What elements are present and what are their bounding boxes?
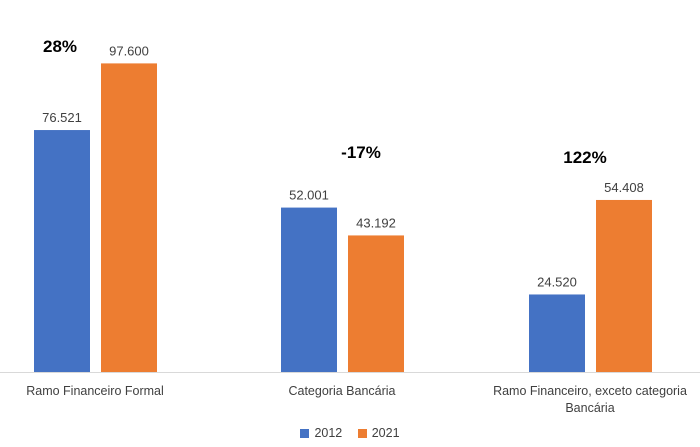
data-label-2021-0: 97.600 — [109, 43, 149, 58]
category-label-0-line-0: Ramo Financeiro Formal — [26, 384, 164, 398]
category-label-1-line-0: Categoria Bancária — [288, 384, 395, 398]
legend-item-2021: 2021 — [357, 426, 400, 440]
data-label-2021-2: 54.408 — [604, 180, 644, 195]
data-label-2012-1: 52.001 — [289, 188, 329, 203]
category-label-2-line-0: Ramo Financeiro, exceto categoria — [493, 384, 687, 398]
change-annotation-0: 28% — [43, 37, 77, 56]
legend-item-2012: 2012 — [300, 426, 342, 440]
legend-swatch-2021 — [357, 428, 367, 438]
bar-2012-1 — [281, 207, 337, 372]
category-label-2-line-1: Bancária — [565, 401, 614, 415]
change-annotation-2: 122% — [563, 148, 606, 167]
chart-legend: 2012 2021 — [0, 426, 700, 441]
bar-2021-2 — [596, 199, 652, 372]
legend-label-2012: 2012 — [314, 426, 343, 440]
data-label-2012-0: 76.521 — [42, 110, 82, 125]
change-annotation-1: -17% — [341, 143, 381, 162]
data-label-2012-2: 24.520 — [537, 274, 577, 289]
data-label-2021-1: 43.192 — [356, 215, 396, 230]
bar-2021-0 — [101, 63, 157, 372]
bar-2021-1 — [348, 235, 404, 372]
bar-2012-2 — [529, 294, 585, 372]
legend-label-2021: 2021 — [371, 426, 400, 440]
legend-swatch-2012 — [300, 428, 310, 438]
bar-2012-0 — [34, 130, 90, 372]
